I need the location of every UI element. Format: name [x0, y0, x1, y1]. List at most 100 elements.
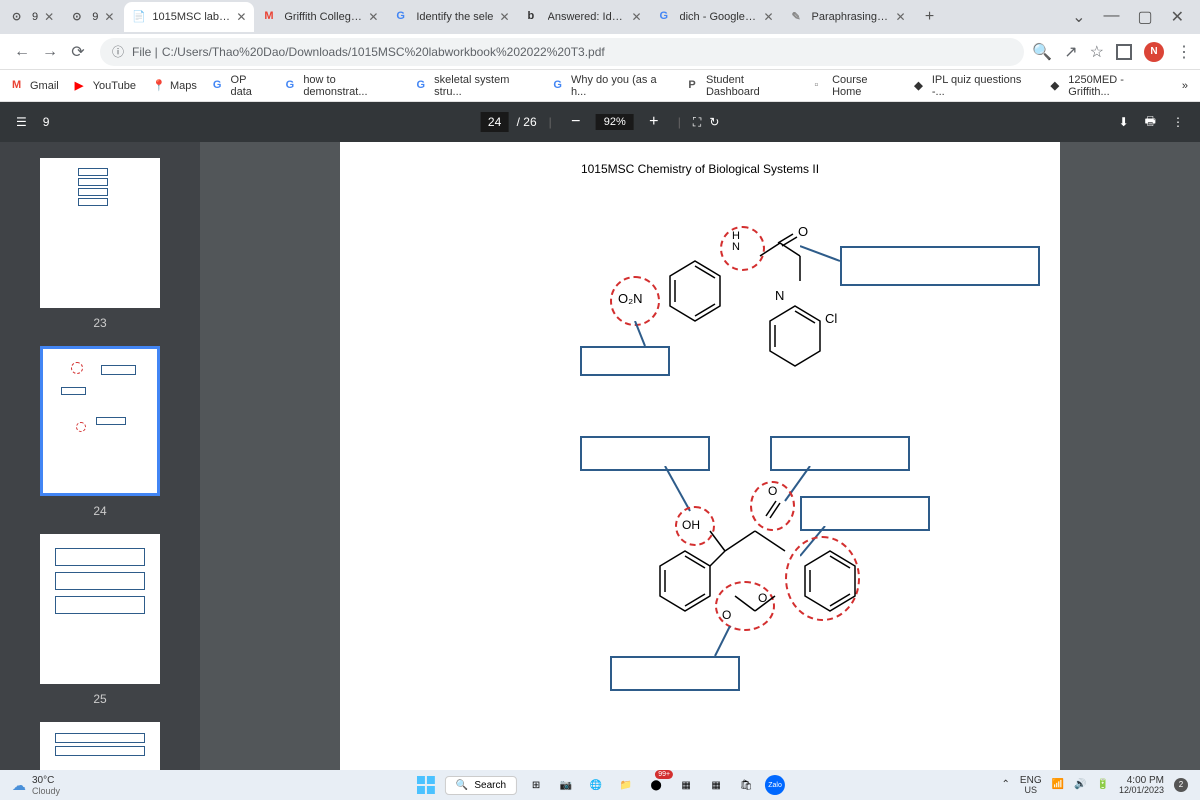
app-icon[interactable]: ▦: [705, 774, 727, 796]
volume-icon[interactable]: 🔊: [1074, 779, 1086, 790]
bookmark-item[interactable]: ▫Course Home: [814, 74, 898, 98]
fit-page-icon[interactable]: ⛶: [693, 115, 701, 130]
reload-button[interactable]: ⟳: [64, 38, 92, 66]
url-input[interactable]: ⓘ File | C:/Users/Thao%20Dao/Downloads/1…: [100, 38, 1024, 66]
store-icon[interactable]: 🛍: [735, 774, 757, 796]
site-info-icon[interactable]: ⓘ: [112, 43, 124, 60]
pdf-more-icon[interactable]: ⋮: [1172, 115, 1184, 129]
bookmark-item[interactable]: 📍Maps: [152, 74, 197, 98]
edge-icon[interactable]: 🌐: [585, 774, 607, 796]
pdf-menu-icon[interactable]: ☰: [16, 115, 27, 129]
pdf-viewer: 23 24 25: [0, 142, 1200, 770]
profile-avatar[interactable]: N: [1144, 42, 1164, 62]
weather-widget[interactable]: ☁ 30°C Cloudy: [12, 775, 60, 796]
clock-time[interactable]: 4:00 PM: [1119, 775, 1164, 786]
thumbnail-23[interactable]: [40, 158, 160, 308]
battery-icon[interactable]: 🔋: [1097, 779, 1109, 790]
thumbnail-26[interactable]: [40, 722, 160, 770]
bookmark-favicon: ▶: [75, 79, 89, 93]
share-icon[interactable]: ↗: [1064, 42, 1077, 62]
answer-box[interactable]: [610, 656, 740, 691]
taskbar-search[interactable]: 🔍 Search: [445, 776, 517, 795]
camera-app-icon[interactable]: 📷: [555, 774, 577, 796]
tab-close-icon[interactable]: ✕: [44, 10, 54, 24]
zoom-in-button[interactable]: +: [642, 110, 666, 134]
bookmark-item[interactable]: MGmail: [12, 74, 59, 98]
maximize-icon[interactable]: ▢: [1137, 7, 1152, 27]
temperature: 30°C: [32, 775, 60, 786]
tab-close-icon[interactable]: ✕: [763, 10, 773, 24]
bookmark-star-icon[interactable]: ☆: [1090, 42, 1104, 62]
bookmark-item[interactable]: G OP data: [213, 74, 270, 98]
thumbnail-24[interactable]: [40, 346, 160, 496]
browser-tab[interactable]: Gdich - Google Se✕: [652, 2, 782, 32]
tab-favicon: b: [528, 10, 542, 24]
bookmark-favicon: 📍: [152, 79, 166, 93]
tab-title: Identify the sele: [416, 11, 493, 23]
pdf-page-input[interactable]: [481, 112, 509, 132]
bookmark-item[interactable]: PStudent Dashboard: [688, 74, 798, 98]
bookmark-label: skeletal system stru...: [434, 74, 537, 98]
bookmark-item[interactable]: Ghow to demonstrat...: [286, 74, 401, 98]
benzene-ring: [795, 546, 865, 626]
thumbnail-panel[interactable]: 23 24 25: [0, 142, 200, 770]
tray-chevron-icon[interactable]: ⌃: [1002, 779, 1010, 790]
answer-box[interactable]: [840, 246, 1040, 286]
rotate-icon[interactable]: ↻: [709, 115, 719, 129]
browser-tab[interactable]: MGriffith College I✕: [256, 2, 386, 32]
extension-icon[interactable]: [1116, 44, 1132, 60]
region-indicator: US: [1020, 786, 1042, 796]
explorer-icon[interactable]: 📁: [615, 774, 637, 796]
chevron-down-icon[interactable]: ⌄: [1072, 7, 1085, 27]
cl-label: Cl: [825, 311, 837, 326]
bookmark-item[interactable]: GWhy do you (as a h...: [553, 74, 672, 98]
tab-close-icon[interactable]: ✕: [631, 10, 641, 24]
bookmark-item[interactable]: ◆1250MED - Griffith...: [1051, 74, 1166, 98]
thumb-label-25: 25: [16, 692, 184, 706]
pdf-main-view[interactable]: 1015MSC Chemistry of Biological Systems …: [200, 142, 1200, 770]
close-window-icon[interactable]: ✕: [1171, 7, 1184, 27]
bookmarks-overflow-icon[interactable]: »: [1182, 80, 1188, 92]
menu-icon[interactable]: ⋮: [1176, 42, 1192, 62]
tab-close-icon[interactable]: ✕: [499, 10, 509, 24]
start-button[interactable]: [415, 774, 437, 796]
tab-close-icon[interactable]: ✕: [895, 10, 905, 24]
tab-close-icon[interactable]: ✕: [236, 10, 246, 24]
task-view-icon[interactable]: ⊞: [525, 774, 547, 796]
zalo-icon[interactable]: Zalo: [765, 775, 785, 795]
tab-title: 1015MSC labwo: [152, 11, 230, 23]
bookmark-favicon: ◆: [1051, 79, 1065, 93]
tab-favicon: M: [264, 10, 278, 24]
print-icon[interactable]: 🖶: [1145, 112, 1156, 133]
language-indicator[interactable]: ENG: [1020, 775, 1042, 786]
chrome-icon[interactable]: ⬤: [645, 774, 667, 796]
bookmark-item[interactable]: ◆IPL quiz questions -...: [914, 74, 1034, 98]
app-icon[interactable]: ▦: [675, 774, 697, 796]
bookmark-label: how to demonstrat...: [303, 74, 400, 98]
bookmark-favicon: G: [213, 79, 227, 93]
browser-tab[interactable]: bAnswered: Ident✕: [520, 2, 650, 32]
zoom-out-button[interactable]: −: [564, 110, 588, 134]
notification-badge[interactable]: 2: [1174, 778, 1188, 792]
back-button[interactable]: ←: [8, 38, 36, 66]
new-tab-button[interactable]: +: [916, 3, 944, 31]
bookmark-label: IPL quiz questions -...: [932, 74, 1035, 98]
browser-tab[interactable]: 📄1015MSC labwo✕: [124, 2, 254, 32]
browser-tab[interactable]: ⊙9✕: [64, 2, 122, 32]
zoom-icon[interactable]: 🔍: [1032, 42, 1052, 62]
tab-close-icon[interactable]: ✕: [368, 10, 378, 24]
browser-tab[interactable]: ✎Paraphrasing Too✕: [784, 2, 914, 32]
tab-close-icon[interactable]: ✕: [104, 10, 114, 24]
download-icon[interactable]: ⬇: [1119, 115, 1129, 129]
browser-tab[interactable]: GIdentify the sele✕: [388, 2, 517, 32]
minimize-icon[interactable]: —: [1103, 7, 1119, 27]
thumbnail-25[interactable]: [40, 534, 160, 684]
bookmark-label: OP data: [231, 74, 270, 98]
forward-button[interactable]: →: [36, 38, 64, 66]
bookmark-item[interactable]: Gskeletal system stru...: [417, 74, 538, 98]
page-title: 1015MSC Chemistry of Biological Systems …: [380, 162, 1020, 176]
browser-tab[interactable]: ⊙9✕: [4, 2, 62, 32]
wifi-icon[interactable]: 📶: [1052, 779, 1064, 790]
address-bar: ← → ⟳ ⓘ File | C:/Users/Thao%20Dao/Downl…: [0, 34, 1200, 70]
bookmark-item[interactable]: ▶YouTube: [75, 74, 136, 98]
